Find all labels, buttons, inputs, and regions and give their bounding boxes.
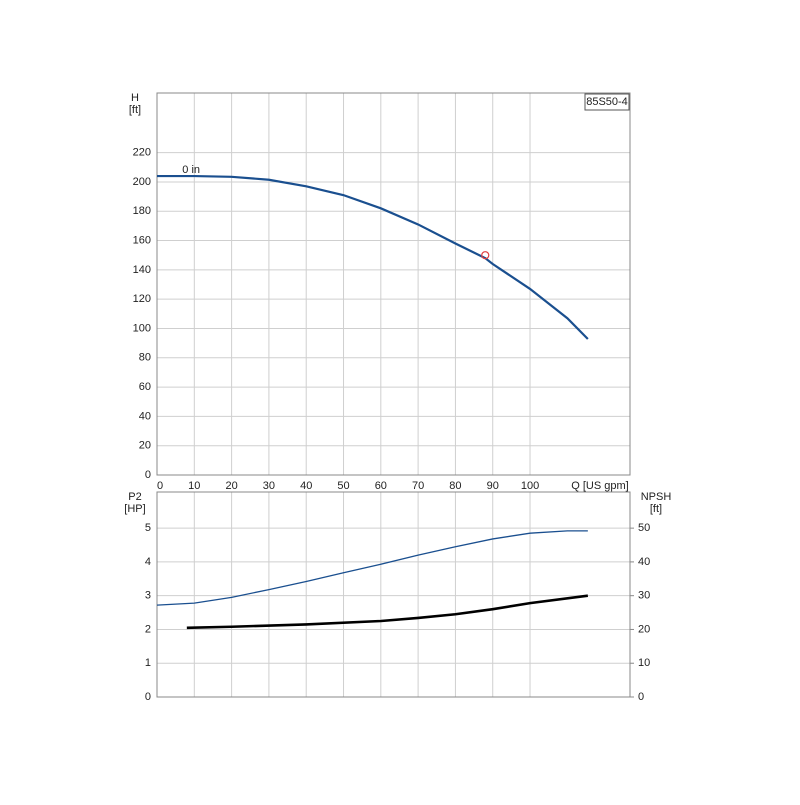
y-tick-label: 180 bbox=[133, 205, 151, 217]
y2-axis-label: NPSH bbox=[641, 491, 672, 503]
y-tick-label: 5 bbox=[145, 522, 151, 534]
y2-tick-label: 0 bbox=[638, 691, 644, 703]
y2-tick-label: 50 bbox=[638, 522, 650, 534]
x-tick-label: 10 bbox=[188, 480, 200, 492]
x-tick-label: 30 bbox=[263, 480, 275, 492]
y-tick-label: 0 bbox=[145, 691, 151, 703]
y2-axis-label: [ft] bbox=[650, 503, 662, 515]
x-axis-label: Q [US gpm] bbox=[571, 480, 628, 492]
y-axis-label: H bbox=[131, 92, 139, 104]
y-tick-label: 160 bbox=[133, 234, 151, 246]
y-axis-label: [ft] bbox=[129, 104, 141, 116]
y2-tick-label: 10 bbox=[638, 657, 650, 669]
y-axis-label: P2 bbox=[128, 491, 141, 503]
y-tick-label: 120 bbox=[133, 293, 151, 305]
y-tick-label: 0 bbox=[145, 469, 151, 481]
x-tick-label: 70 bbox=[412, 480, 424, 492]
title-box bbox=[584, 93, 630, 111]
y-tick-label: 20 bbox=[139, 440, 151, 452]
x-tick-label: 80 bbox=[449, 480, 461, 492]
y-tick-label: 4 bbox=[145, 556, 151, 568]
y-tick-label: 2 bbox=[145, 623, 151, 635]
duty-point bbox=[481, 251, 490, 260]
y-tick-label: 60 bbox=[139, 381, 151, 393]
chart-title: 85S50-4 bbox=[586, 96, 628, 108]
y-tick-label: 140 bbox=[133, 264, 151, 276]
y-tick-label: 220 bbox=[133, 147, 151, 159]
y-tick-label: 40 bbox=[139, 410, 151, 422]
y-tick-label: 100 bbox=[133, 322, 151, 334]
x-tick-label: 0 bbox=[157, 480, 163, 492]
x-tick-label: 90 bbox=[487, 480, 499, 492]
y-tick-label: 80 bbox=[139, 352, 151, 364]
y-tick-label: 1 bbox=[145, 657, 151, 669]
plot-area bbox=[157, 93, 630, 475]
plot-border bbox=[156, 491, 631, 698]
curve-label: 0 in bbox=[182, 164, 200, 176]
x-tick-label: 100 bbox=[521, 480, 539, 492]
y2-tick-label: 30 bbox=[638, 590, 650, 602]
plot-area bbox=[157, 492, 630, 697]
x-tick-label: 50 bbox=[337, 480, 349, 492]
y2-tick-label: 20 bbox=[638, 623, 650, 635]
x-tick-label: 60 bbox=[375, 480, 387, 492]
curve bbox=[157, 174, 589, 340]
curve bbox=[186, 594, 589, 630]
x-tick-label: 40 bbox=[300, 480, 312, 492]
y-tick-label: 3 bbox=[145, 590, 151, 602]
y-axis-label: [HP] bbox=[124, 503, 145, 515]
y2-tick-label: 40 bbox=[638, 556, 650, 568]
y-tick-label: 200 bbox=[133, 176, 151, 188]
x-tick-label: 20 bbox=[225, 480, 237, 492]
curve bbox=[156, 530, 588, 606]
plot-border bbox=[156, 92, 631, 476]
